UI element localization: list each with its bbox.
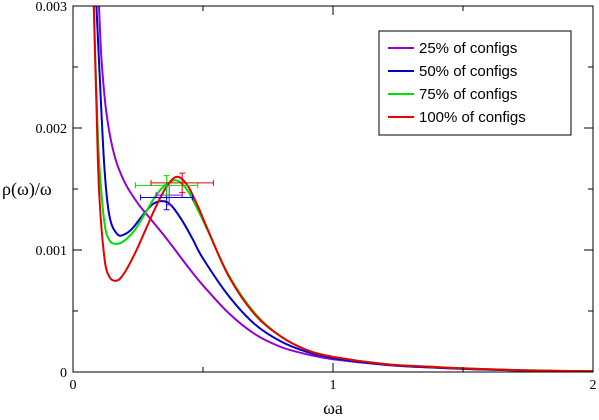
error-bar-4 bbox=[150, 172, 214, 194]
legend-label-1: 25% of configs bbox=[419, 40, 517, 57]
legend-items: 25% of configs 50% of configs 75% of confi… bbox=[388, 40, 526, 126]
x-tick-label: 2 bbox=[590, 378, 597, 393]
y-tick-label: 0 bbox=[60, 366, 67, 381]
y-axis-label: ρ(ω)/ω bbox=[2, 179, 52, 200]
errorbar-layer bbox=[134, 172, 214, 211]
y-tick-label: 0.002 bbox=[36, 122, 68, 137]
x-tick-label: 1 bbox=[330, 378, 337, 393]
legend-label-2: 50% of configs bbox=[419, 63, 517, 80]
y-tick-label: 0.001 bbox=[36, 244, 68, 259]
axis-layer: 0 1 2 0 0.001 0.002 0.003 bbox=[36, 0, 597, 393]
legend-label-4: 100% of configs bbox=[419, 109, 526, 126]
y-tick-label: 0.003 bbox=[36, 0, 68, 15]
legend-label-3: 75% of configs bbox=[419, 86, 517, 103]
legend: 25% of configs 50% of configs 75% of confi… bbox=[378, 30, 572, 136]
x-tick-label: 0 bbox=[70, 378, 77, 393]
x-axis-label: ωa bbox=[323, 398, 343, 418]
